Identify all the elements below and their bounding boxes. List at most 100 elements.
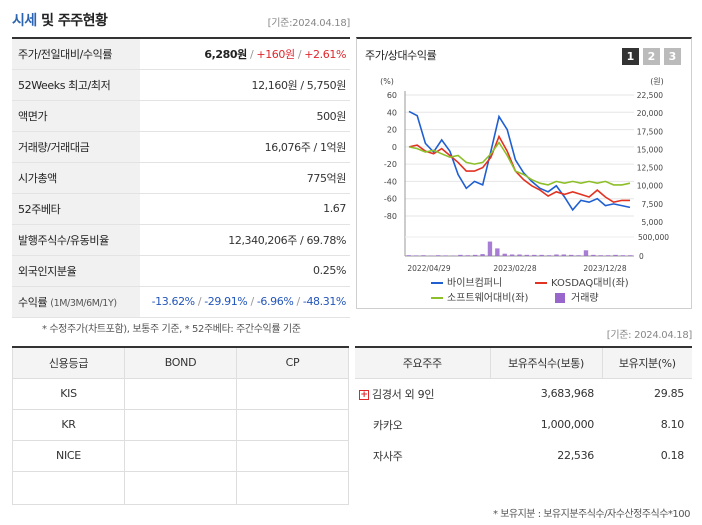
agency-cell: KIS [12,378,125,410]
returns-period-label: (1M/3M/6M/1Y) [50,297,117,309]
left-tick-label: 0 [392,143,397,152]
credit-rating-table: 신용등급 BOND CP KIS KR NICE [12,346,349,505]
table-row: 카카오 1,000,000 8.10 [355,409,692,440]
row-label: 거래량/거래대금 [12,131,140,163]
volume-bar [406,255,411,256]
volume-bar [561,254,567,256]
table-header-row: 신용등급 BOND CP [12,347,349,379]
x-tick-label: 2023/12/28 [583,264,626,273]
cp-cell [236,440,349,472]
table-row: 시가총액 775억원 [12,162,350,194]
volume-bar [443,255,448,256]
legend-label: 거래량 [571,292,599,304]
holder-name: 카카오 [373,418,403,432]
left-tick-label: -60 [384,195,397,204]
price-return: +2.61% [304,47,346,61]
table-row: + 김경서 외 9인 3,683,968 29.85 [355,378,692,409]
right-tick-label: 7,500 [642,200,664,209]
section-title: 시세 및 주주현황 [12,10,108,30]
volume-bar [509,254,515,256]
row-value: 500원 [140,100,350,132]
right-tick-label: 10,000 [637,182,663,191]
column-header: BOND [124,347,237,379]
table-row: KR [12,409,349,441]
right-tick-label: 15,000 [637,145,663,154]
x-tick-label: 2022/04/29 [407,264,450,273]
left-axis-unit: (%) [380,77,394,86]
relative-return-chart: (%) (원) 60 40 20 0 -20 -40 -60 -80 22,500 20,000 17,… [380,77,669,304]
price-change-return: 6,280원 / +160원 / +2.61% [140,38,350,70]
row-value: 12,340,206주 / 69.78% [140,224,350,256]
chart-tab-1[interactable]: 1 [622,48,639,65]
x-tick-label: 2023/02/28 [493,264,536,273]
volume-bar [524,254,530,256]
row-value: 775억원 [140,162,350,194]
volume-bar [576,255,581,256]
pct-cell: 0.18 [660,449,685,462]
left-tick-label: -40 [384,177,397,186]
table-row: 수익률 (1M/3M/6M/1Y) -13.62% / -29.91% / -6… [12,286,350,318]
volume-bar [495,248,500,256]
row-value: 1.67 [140,193,350,225]
table-row: KIS [12,378,349,410]
market-summary-table: 주가/전일대비/수익률 6,280원 / +160원 / +2.61% 52We… [12,37,350,318]
volume-bar [539,254,544,256]
table-row [12,471,349,505]
title-accent: 시세 [12,13,37,29]
volume-bar [605,255,611,256]
return-6m: -6.96% [256,295,294,308]
return-1y: -48.31% [302,295,347,308]
column-header: CP [236,347,349,379]
expand-icon[interactable]: + [359,389,369,400]
table-row: 외국인지분율 0.25% [12,255,350,287]
price-change: +160원 [256,47,295,61]
volume-bar [480,254,485,256]
volume-bar [546,255,552,256]
returns-label: 수익률 (1M/3M/6M/1Y) [12,286,140,318]
row-label: 52주베타 [12,193,140,225]
left-tick-label: -80 [384,212,397,221]
holder-name: 자사주 [373,449,403,463]
cp-cell [236,409,349,441]
volume-bar [554,254,559,256]
current-price: 6,280원 [204,47,247,61]
title-rest: 및 주주현황 [36,13,108,29]
row-value: 0.25% [140,255,350,287]
agency-cell: NICE [12,440,125,472]
volume-bar [472,254,478,256]
row-label: 외국인지분율 [12,255,140,287]
left-tick-label: 40 [387,108,397,117]
legend-swatch [555,293,565,303]
return-3m: -29.91% [204,295,248,308]
table-row: 자사주 22,536 0.18 [355,440,692,471]
volume-bar [598,255,603,256]
row-label: 발행주식수/유동비율 [12,224,140,256]
market-footnote: * 수정주가(차트포함), 보통주 기준, * 52주베타: 주간수익률 기준 [42,324,301,335]
volume-bar [569,254,574,256]
holder-name-cell: + 김경서 외 9인 [355,378,490,409]
volume-bar [465,255,470,256]
table-row: 액면가 500원 [12,100,350,132]
return-1m: -13.62% [151,295,196,308]
series-line-2 [408,141,631,186]
cp-cell [236,378,349,410]
table-row: 52Weeks 최고/최저 12,160원 / 5,750원 [12,69,350,101]
section-header: 시세 및 주주현황 [기준:2024.04.18] [12,10,350,32]
chart-tab-3[interactable]: 3 [664,48,681,65]
chart-title: 주가/상대수익률 [365,49,437,62]
row-label: 시가총액 [12,162,140,194]
volume-bar [436,255,441,256]
legend-label: 소프트웨어대비(좌) [447,292,529,304]
column-header: 보유지분(%) [601,347,692,379]
volume-bar [628,255,633,256]
cp-cell [236,471,349,505]
chart-tab-2[interactable]: 2 [643,48,660,65]
volume-bar [532,254,537,256]
row-label: 액면가 [12,100,140,132]
left-tick-label: -20 [384,160,397,169]
row-value: 12,160원 / 5,750원 [140,69,350,101]
table-row: 발행주식수/유동비율 12,340,206주 / 69.78% [12,224,350,256]
holders-footnote: * 보유지분 : 보유지분주식수/자수산정주식수*100 [493,509,690,520]
volume-bar [502,253,507,256]
